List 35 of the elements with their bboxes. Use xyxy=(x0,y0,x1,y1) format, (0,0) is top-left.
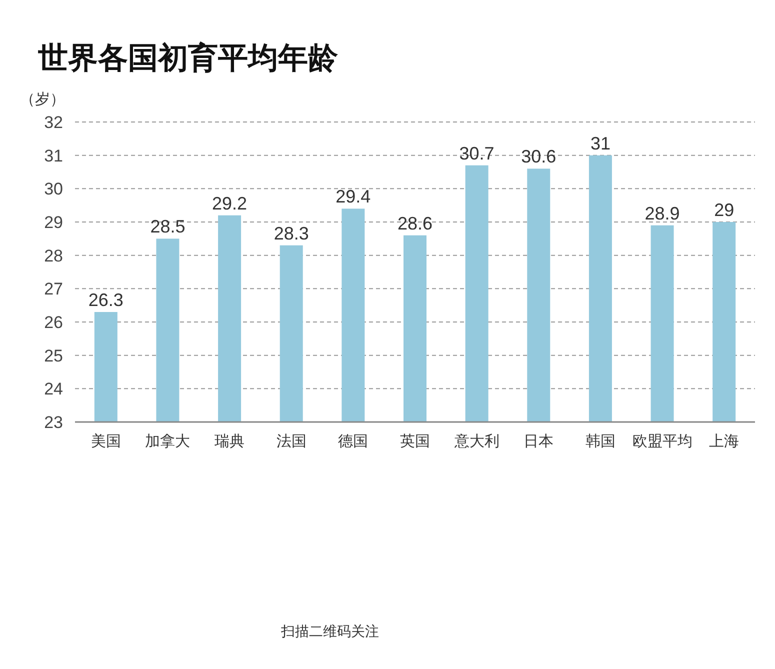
data-label: 30.7 xyxy=(459,143,494,164)
x-tick-label: 日本 xyxy=(524,433,554,450)
y-tick-label: 30 xyxy=(44,180,63,199)
data-label: 29.4 xyxy=(336,186,371,207)
x-tick-label: 加拿大 xyxy=(145,433,190,450)
data-label: 28.5 xyxy=(150,216,186,237)
x-tick-label: 意大利 xyxy=(453,433,500,450)
y-tick-label: 23 xyxy=(44,413,63,432)
x-tick-label: 瑞典 xyxy=(214,433,245,450)
y-tick-label: 29 xyxy=(44,213,63,232)
y-tick-label: 27 xyxy=(44,280,63,299)
y-tick-label: 26 xyxy=(44,313,63,332)
data-label: 29.2 xyxy=(212,193,248,214)
chart-title: 世界各国初育平均年龄 xyxy=(37,41,339,75)
x-tick-label: 韩国 xyxy=(585,433,616,450)
y-tick-label: 31 xyxy=(44,146,63,166)
data-label: 31 xyxy=(590,133,610,154)
x-tick-label: 德国 xyxy=(338,433,368,450)
text: 扫描二维码关注 xyxy=(280,623,379,639)
data-label: 29 xyxy=(714,200,734,220)
data-label: 28.3 xyxy=(274,223,309,244)
data-label: 28.6 xyxy=(397,213,433,234)
x-tick-label: 法国 xyxy=(276,433,306,450)
data-label: 28.9 xyxy=(644,203,680,224)
data-label: 30.6 xyxy=(521,146,556,167)
y-tick-label: 32 xyxy=(44,113,63,132)
x-tick-label: 欧盟平均 xyxy=(632,433,692,450)
x-tick-label: 美国 xyxy=(90,433,121,450)
y-tick-label: 28 xyxy=(44,246,63,266)
x-tick-label: 英国 xyxy=(400,433,430,450)
y-tick-label: 25 xyxy=(44,346,63,366)
y-tick-label: 24 xyxy=(44,380,63,399)
y-axis-title: （岁） xyxy=(20,91,65,108)
x-tick-label: 上海 xyxy=(709,433,740,450)
data-label: 26.3 xyxy=(88,290,124,310)
